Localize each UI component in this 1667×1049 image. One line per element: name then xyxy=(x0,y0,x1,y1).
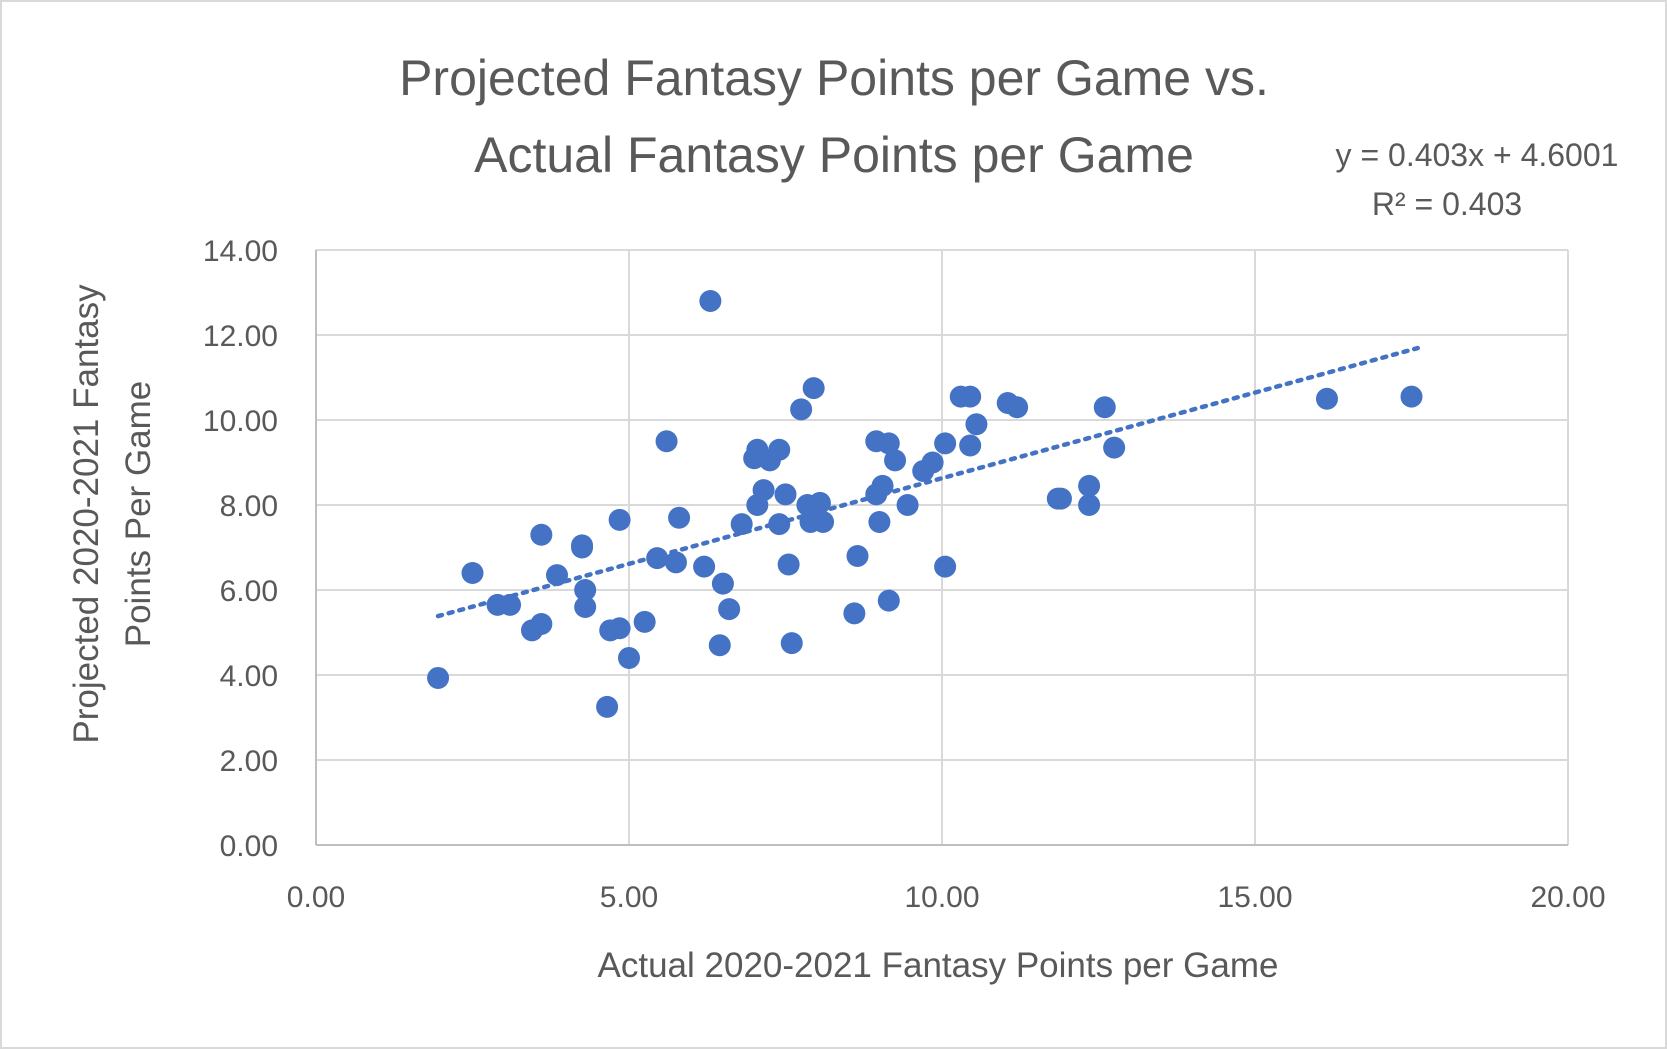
data-point xyxy=(461,562,484,584)
data-point xyxy=(1315,387,1338,410)
data-point xyxy=(499,593,522,616)
data-point xyxy=(843,602,866,625)
data-point xyxy=(574,579,597,601)
data-point xyxy=(596,695,619,718)
data-point xyxy=(699,290,722,312)
trendline-r-squared: R² = 0.403 xyxy=(1372,186,1522,222)
data-point xyxy=(664,551,687,574)
data-point xyxy=(934,555,957,578)
data-point xyxy=(708,634,731,657)
data-point xyxy=(530,523,553,546)
data-point xyxy=(768,513,791,536)
data-point xyxy=(812,511,835,533)
data-point xyxy=(668,506,691,529)
data-point xyxy=(574,596,597,618)
data-point xyxy=(571,534,594,557)
data-point xyxy=(608,508,631,531)
y-tick-label: 6.00 xyxy=(220,575,278,608)
data-point xyxy=(965,413,988,436)
data-point xyxy=(871,474,894,497)
data-point xyxy=(646,547,669,570)
data-point xyxy=(896,494,919,516)
chart-title-line-2: Actual Fantasy Points per Game xyxy=(474,127,1194,183)
data-point xyxy=(1078,494,1101,516)
y-axis-title: Projected 2020-2021 Fantasy Points Per G… xyxy=(67,284,158,744)
data-point xyxy=(959,385,982,408)
trendline-layer xyxy=(435,345,1421,619)
y-tick-label: 10.00 xyxy=(203,405,278,438)
data-points xyxy=(427,290,1423,718)
x-axis-tick-labels: 0.00 5.00 10.00 15.00 20.00 xyxy=(287,881,1606,914)
y-axis-title-line-2: Points Per Game xyxy=(119,381,158,648)
axes xyxy=(315,250,1568,846)
data-point xyxy=(693,555,716,578)
data-point xyxy=(711,572,734,595)
data-point xyxy=(808,491,831,514)
data-point xyxy=(768,438,791,461)
x-tick-label: 10.00 xyxy=(904,881,979,914)
trendline-equation: y = 0.403x + 4.6001 xyxy=(1336,137,1619,173)
data-point xyxy=(1093,396,1116,419)
data-point xyxy=(618,647,640,669)
y-tick-label: 14.00 xyxy=(203,235,278,268)
data-point xyxy=(959,434,982,457)
x-tick-label: 5.00 xyxy=(600,881,658,914)
data-point xyxy=(868,511,891,533)
data-point xyxy=(1006,396,1029,419)
x-tick-label: 15.00 xyxy=(1217,881,1292,914)
trendline-label: y = 0.403x + 4.6001 R² = 0.403 xyxy=(1336,137,1619,222)
data-point xyxy=(546,564,569,587)
data-point xyxy=(1103,436,1126,459)
y-axis-tick-labels: 0.00 2.00 4.00 6.00 8.00 10.00 12.00 14.00 xyxy=(203,235,278,863)
data-point xyxy=(780,632,803,655)
data-point xyxy=(655,430,678,453)
chart-title-line-1: Projected Fantasy Points per Game vs. xyxy=(399,50,1269,106)
data-point xyxy=(846,545,869,567)
data-point xyxy=(730,513,753,536)
data-point xyxy=(752,479,775,502)
y-tick-label: 0.00 xyxy=(220,830,278,863)
x-tick-label: 20.00 xyxy=(1530,881,1605,914)
data-point xyxy=(1078,474,1101,497)
data-point xyxy=(774,483,797,506)
data-point xyxy=(1400,385,1423,408)
data-point xyxy=(877,432,900,455)
data-point xyxy=(530,613,553,635)
y-tick-label: 8.00 xyxy=(220,490,278,523)
data-point xyxy=(877,589,900,612)
data-point xyxy=(608,617,631,640)
data-point xyxy=(921,451,944,474)
data-point xyxy=(633,610,656,633)
data-point xyxy=(802,377,825,400)
chart-title: Projected Fantasy Points per Game vs. Ac… xyxy=(399,50,1269,183)
gridlines xyxy=(316,249,1569,845)
y-tick-label: 2.00 xyxy=(220,745,278,778)
trendline xyxy=(435,345,1421,619)
data-point xyxy=(1049,487,1072,510)
y-tick-label: 4.00 xyxy=(220,660,278,693)
y-axis-title-line-1: Projected 2020-2021 Fantasy xyxy=(67,284,106,744)
data-point xyxy=(718,598,741,621)
data-point xyxy=(777,553,800,576)
data-point xyxy=(934,432,957,455)
y-tick-label: 12.00 xyxy=(203,320,278,353)
data-point xyxy=(884,449,907,472)
data-point xyxy=(790,398,813,421)
x-axis-title: Actual 2020-2021 Fantasy Points per Game xyxy=(598,946,1279,985)
x-tick-label: 0.00 xyxy=(287,881,345,914)
data-point xyxy=(427,666,450,689)
